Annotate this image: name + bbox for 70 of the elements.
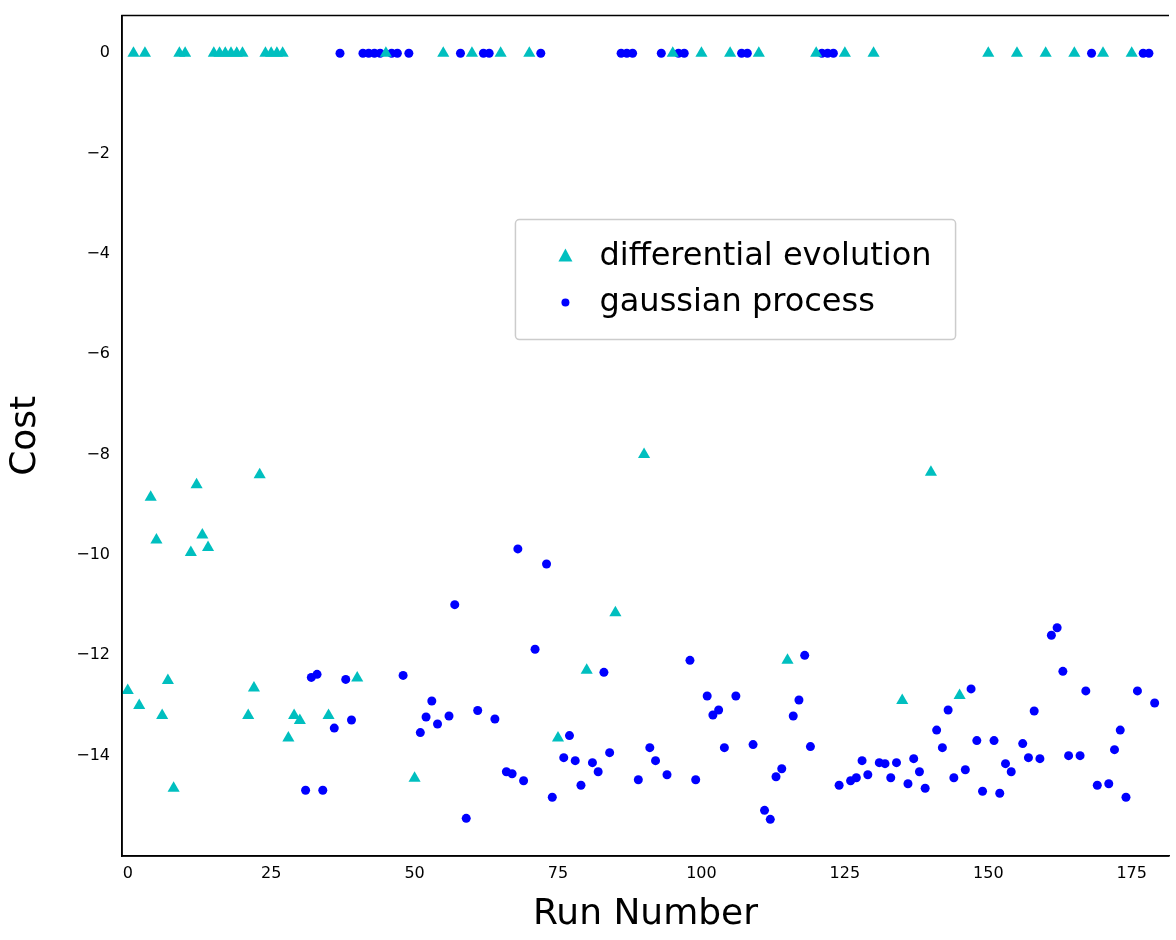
point	[1125, 46, 1138, 57]
y-axis-title: Cost	[1, 395, 43, 476]
y-tick-label: −14	[76, 744, 110, 764]
point	[156, 708, 169, 720]
point	[580, 663, 593, 674]
point	[379, 46, 392, 57]
point	[122, 683, 134, 694]
point	[752, 46, 765, 57]
point	[242, 708, 255, 720]
point	[179, 46, 192, 57]
point	[247, 680, 261, 692]
point	[127, 46, 140, 57]
point	[551, 731, 565, 742]
point	[236, 46, 249, 57]
legend-label: gaussian process	[599, 280, 875, 319]
point	[293, 713, 306, 725]
y-tick-label: 0	[99, 42, 110, 62]
y-tick-label: −6	[86, 343, 110, 363]
y-tick-label: −12	[76, 644, 110, 664]
y-tick-label: −4	[86, 243, 110, 263]
point	[838, 46, 851, 57]
x-tick-label: 125	[829, 862, 861, 882]
x-tick-label: 75	[547, 862, 569, 882]
point	[196, 527, 209, 539]
point	[1010, 46, 1024, 57]
point	[437, 46, 450, 57]
x-tick-label: 0	[122, 862, 133, 882]
point	[695, 46, 708, 57]
y-tick-label: −10	[76, 544, 110, 564]
point	[982, 46, 995, 57]
point	[253, 467, 266, 479]
point	[724, 46, 737, 57]
point	[201, 540, 215, 551]
point	[322, 708, 335, 720]
x-tick-label: 175	[1116, 862, 1147, 882]
point	[184, 545, 197, 556]
point	[167, 781, 180, 792]
x-tick-label: 150	[973, 862, 1004, 882]
point	[276, 46, 289, 57]
point	[1039, 46, 1052, 57]
point	[1096, 46, 1110, 57]
point	[133, 698, 146, 709]
point	[924, 465, 937, 476]
point	[953, 688, 966, 699]
point	[351, 670, 364, 682]
x-axis-title: Run Number	[532, 890, 759, 932]
point	[144, 490, 157, 501]
point	[781, 653, 794, 664]
x-tick-label: 25	[260, 862, 282, 882]
point	[161, 673, 174, 684]
point	[1068, 46, 1081, 57]
point	[150, 532, 163, 544]
y-tick-label: −2	[86, 142, 110, 162]
point	[666, 46, 679, 57]
point	[609, 605, 622, 617]
point	[190, 477, 203, 489]
point	[638, 447, 651, 459]
point	[523, 46, 536, 57]
point	[465, 46, 479, 57]
point	[408, 771, 421, 782]
x-tick-label: 50	[404, 862, 425, 882]
point	[494, 46, 507, 57]
point	[896, 693, 909, 704]
point	[138, 46, 152, 57]
x-tick-label: 100	[686, 862, 717, 882]
legend-label: differential evolution	[599, 234, 932, 273]
point	[867, 46, 880, 57]
point	[810, 46, 823, 57]
point	[282, 731, 295, 742]
y-tick-label: −8	[86, 443, 110, 463]
